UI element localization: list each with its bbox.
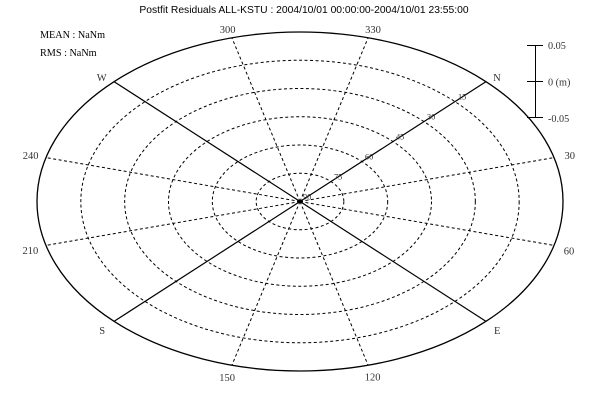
svg-text:RMS : NaNm: RMS : NaNm bbox=[40, 48, 97, 59]
svg-text:300: 300 bbox=[220, 25, 236, 36]
svg-text:W: W bbox=[97, 73, 107, 84]
svg-text:240: 240 bbox=[23, 151, 39, 162]
svg-text:120: 120 bbox=[365, 372, 381, 383]
svg-text:45: 45 bbox=[396, 133, 404, 142]
svg-text:S: S bbox=[99, 326, 105, 337]
svg-text:330: 330 bbox=[365, 25, 381, 36]
svg-text:60: 60 bbox=[365, 153, 373, 162]
svg-text:15: 15 bbox=[458, 93, 466, 102]
svg-text:75: 75 bbox=[334, 173, 342, 182]
svg-text:E: E bbox=[494, 326, 500, 337]
svg-text:MEAN : NaNm: MEAN : NaNm bbox=[40, 30, 105, 41]
svg-text:Postfit Residuals ALL-KSTU : 2: Postfit Residuals ALL-KSTU : 2004/10/01 … bbox=[139, 5, 468, 16]
svg-text:30: 30 bbox=[427, 113, 435, 122]
svg-text:-0.05: -0.05 bbox=[548, 114, 569, 125]
svg-text:150: 150 bbox=[219, 373, 235, 384]
svg-text:30: 30 bbox=[565, 151, 576, 162]
svg-text:60: 60 bbox=[564, 246, 575, 257]
svg-text:210: 210 bbox=[23, 246, 39, 257]
svg-text:0.05: 0.05 bbox=[548, 41, 566, 52]
svg-text:N: N bbox=[493, 73, 501, 84]
svg-text:90: 90 bbox=[303, 193, 311, 202]
svg-text:0 (m): 0 (m) bbox=[548, 78, 570, 89]
